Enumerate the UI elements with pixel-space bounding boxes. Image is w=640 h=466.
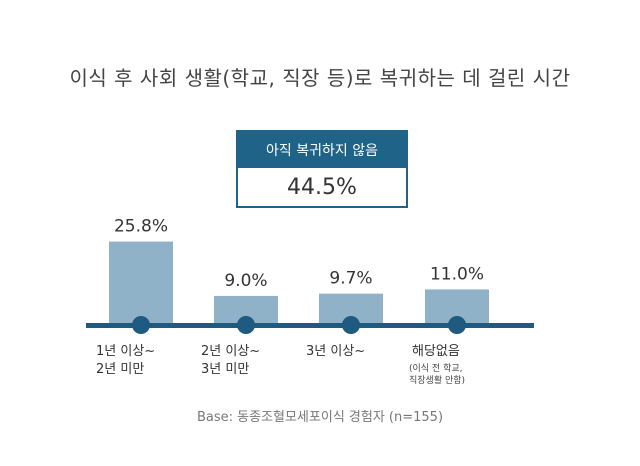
category-label-3: 3년 이상~ [306,344,365,359]
bar-1 [109,241,173,325]
category-label-1: 1년 이상~ [96,344,155,359]
axis-marker-4 [448,316,466,334]
x-axis-line [86,323,534,328]
bar-value-label-4: 11.0% [430,264,484,284]
bar-value-label-3: 9.7% [329,269,372,289]
callout-label: 아직 복귀하지 않음 [238,132,406,168]
category-label-2: 3년 미만 [201,362,249,377]
bar-value-label-2: 9.0% [224,271,267,291]
axis-marker-1 [132,316,150,334]
category-label-1: 2년 미만 [96,362,144,377]
axis-marker-2 [237,316,255,334]
base-note: Base: 동종조혈모세포이식 경험자 (n=155) [196,410,444,425]
category-note-4: 직장생활 안함) [409,374,465,386]
axis-marker-3 [342,316,360,334]
category-label-4: 해당없음 [412,344,460,359]
category-label-2: 2년 이상~ [201,344,260,359]
chart-title: 이식 후 사회 생활(학교, 직장 등)로 복귀하는 데 걸린 시간 [69,66,571,90]
bar-value-label-1: 25.8% [114,217,168,237]
category-note-4: (이식 전 학교, [409,363,463,374]
callout-value: 44.5% [287,174,357,200]
not-returned-callout: 아직 복귀하지 않음 44.5% [236,130,408,208]
